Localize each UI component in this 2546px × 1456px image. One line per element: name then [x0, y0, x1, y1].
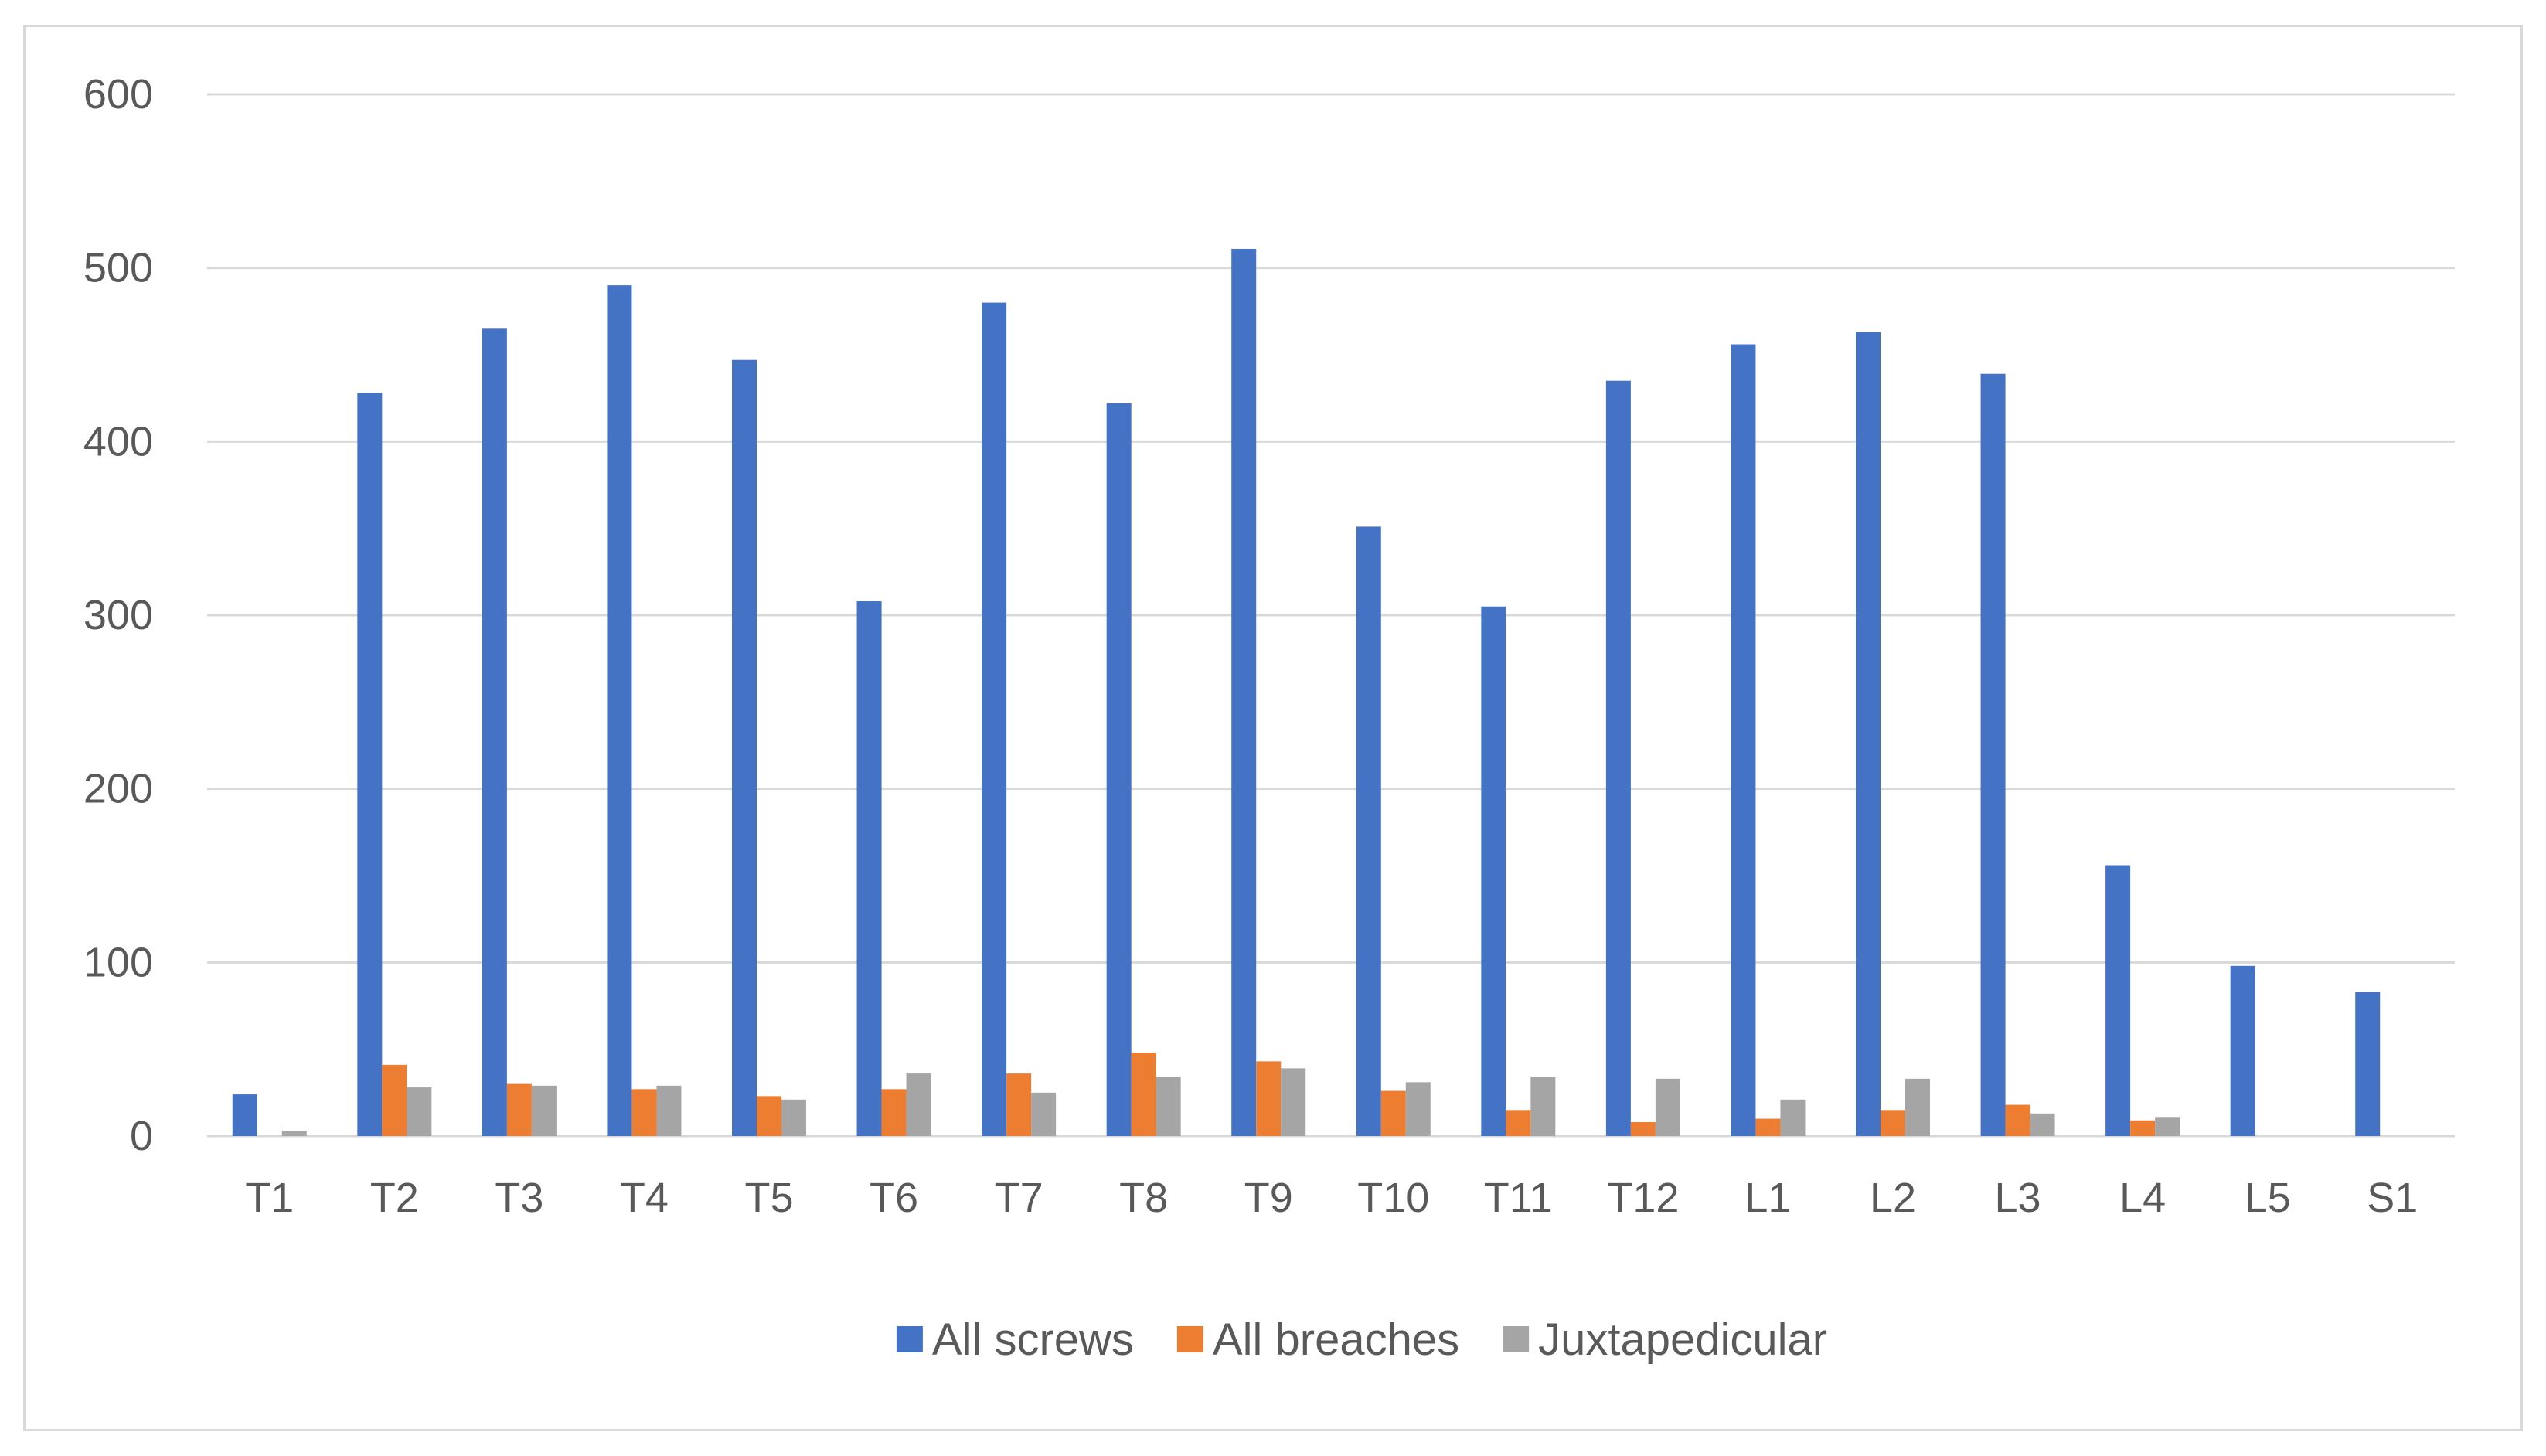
x-tick-label: T9 — [1244, 1175, 1293, 1221]
bar-l2-all-screws — [1856, 332, 1881, 1136]
bar-t2-juxtapedicular — [407, 1087, 432, 1136]
bar-l1-all-breaches — [1755, 1118, 1781, 1136]
legend-swatch-juxtapedicular — [1503, 1326, 1530, 1352]
bar-t4-juxtapedicular — [656, 1085, 682, 1136]
bar-t3-all-breaches — [506, 1083, 532, 1136]
bar-t10-all-breaches — [1380, 1090, 1406, 1136]
x-tick-label: T12 — [1607, 1175, 1679, 1221]
x-tick-label: T8 — [1119, 1175, 1168, 1221]
bar-l4-all-screws — [2105, 865, 2131, 1136]
x-tick-label: T11 — [1484, 1175, 1553, 1221]
y-tick-label: 0 — [130, 1113, 153, 1159]
bar-l1-juxtapedicular — [1780, 1099, 1806, 1136]
bar-t3-all-screws — [482, 328, 507, 1136]
bar-t10-juxtapedicular — [1405, 1082, 1431, 1136]
x-tick-label: L3 — [1995, 1175, 2041, 1221]
x-tick-label: T1 — [245, 1175, 294, 1221]
bar-t6-all-breaches — [881, 1089, 907, 1136]
chart-frame — [23, 25, 2523, 1431]
legend: All screws All breaches Juxtapedicular — [896, 1315, 1827, 1365]
y-tick-label: 400 — [83, 418, 153, 464]
bar-t6-all-screws — [856, 601, 882, 1136]
bar-t7-all-screws — [982, 302, 1007, 1137]
bar-t8-all-breaches — [1131, 1053, 1156, 1136]
y-axis-ticks: 0 100 200 300 400 500 600 — [83, 71, 153, 1159]
x-tick-label: T6 — [870, 1175, 918, 1221]
x-tick-label: T5 — [744, 1175, 793, 1221]
bar-l5-all-screws — [2230, 965, 2255, 1136]
y-tick-label: 100 — [83, 939, 153, 985]
y-tick-label: 300 — [83, 592, 153, 638]
bar-t3-juxtapedicular — [531, 1085, 557, 1136]
bar-t7-juxtapedicular — [1031, 1092, 1057, 1136]
bar-t2-all-breaches — [382, 1064, 407, 1136]
x-tick-label: T4 — [620, 1175, 669, 1221]
x-tick-label: T10 — [1357, 1175, 1429, 1221]
bar-t11-juxtapedicular — [1530, 1077, 1556, 1136]
bar-t11-all-screws — [1481, 606, 1506, 1136]
bar-t12-all-screws — [1605, 380, 1631, 1136]
x-tick-label: L4 — [2119, 1175, 2166, 1221]
x-tick-label: T7 — [995, 1175, 1043, 1221]
legend-swatch-all-breaches — [1176, 1326, 1203, 1352]
bar-t2-all-screws — [357, 393, 383, 1137]
legend-label: All breaches — [1213, 1315, 1459, 1365]
bar-t12-all-breaches — [1630, 1122, 1656, 1136]
legend-swatch-all-screws — [896, 1326, 923, 1352]
x-tick-label: L2 — [1870, 1175, 1916, 1221]
bar-l1-all-screws — [1731, 344, 1756, 1136]
x-tick-label: T3 — [495, 1175, 543, 1221]
bar-t11-all-breaches — [1506, 1110, 1531, 1136]
x-tick-label: T2 — [370, 1175, 419, 1221]
x-tick-label: L1 — [1744, 1175, 1791, 1221]
bar-l3-juxtapedicular — [2030, 1113, 2055, 1136]
bar-l3-all-screws — [1980, 373, 2006, 1136]
bar-t8-all-screws — [1106, 403, 1132, 1136]
bar-s1-all-screws — [2355, 992, 2381, 1136]
y-tick-label: 500 — [83, 245, 153, 291]
bar-l2-juxtapedicular — [1905, 1078, 1930, 1136]
legend-label: All screws — [932, 1315, 1134, 1365]
bars — [232, 248, 2381, 1137]
bar-t1-all-screws — [232, 1094, 257, 1136]
x-tick-label: S1 — [2367, 1175, 2418, 1221]
bar-t8-juxtapedicular — [1156, 1077, 1181, 1136]
bar-t12-juxtapedicular — [1655, 1078, 1680, 1136]
bar-t5-all-screws — [732, 359, 757, 1136]
legend-label: Juxtapedicular — [1538, 1315, 1827, 1365]
bar-l3-all-breaches — [2005, 1104, 2030, 1136]
bar-t4-all-breaches — [631, 1089, 657, 1136]
bar-t7-all-breaches — [1006, 1073, 1032, 1136]
bar-t5-juxtapedicular — [781, 1099, 806, 1136]
y-tick-label: 600 — [83, 71, 153, 117]
gridlines — [207, 93, 2455, 1138]
bar-t4-all-screws — [607, 285, 632, 1137]
bar-l4-all-breaches — [2130, 1120, 2156, 1136]
bar-t5-all-breaches — [757, 1096, 781, 1136]
bar-t6-juxtapedicular — [906, 1073, 931, 1136]
bar-t9-all-screws — [1231, 248, 1257, 1136]
x-axis-ticks: T1 T2 T3 T4 T5 T6 T7 T8 T9 T10 T11 T12 L1 L2 L3 L4 L5 S1 — [245, 1175, 2418, 1221]
bar-t9-juxtapedicular — [1281, 1068, 1306, 1136]
bar-t9-all-breaches — [1256, 1061, 1282, 1136]
bar-l4-juxtapedicular — [2155, 1117, 2180, 1136]
bar-t1-juxtapedicular — [281, 1131, 307, 1136]
bar-l2-all-breaches — [1881, 1110, 1905, 1136]
bar-t10-all-screws — [1356, 526, 1381, 1136]
y-tick-label: 200 — [83, 766, 153, 812]
x-tick-label: L5 — [2245, 1175, 2291, 1221]
